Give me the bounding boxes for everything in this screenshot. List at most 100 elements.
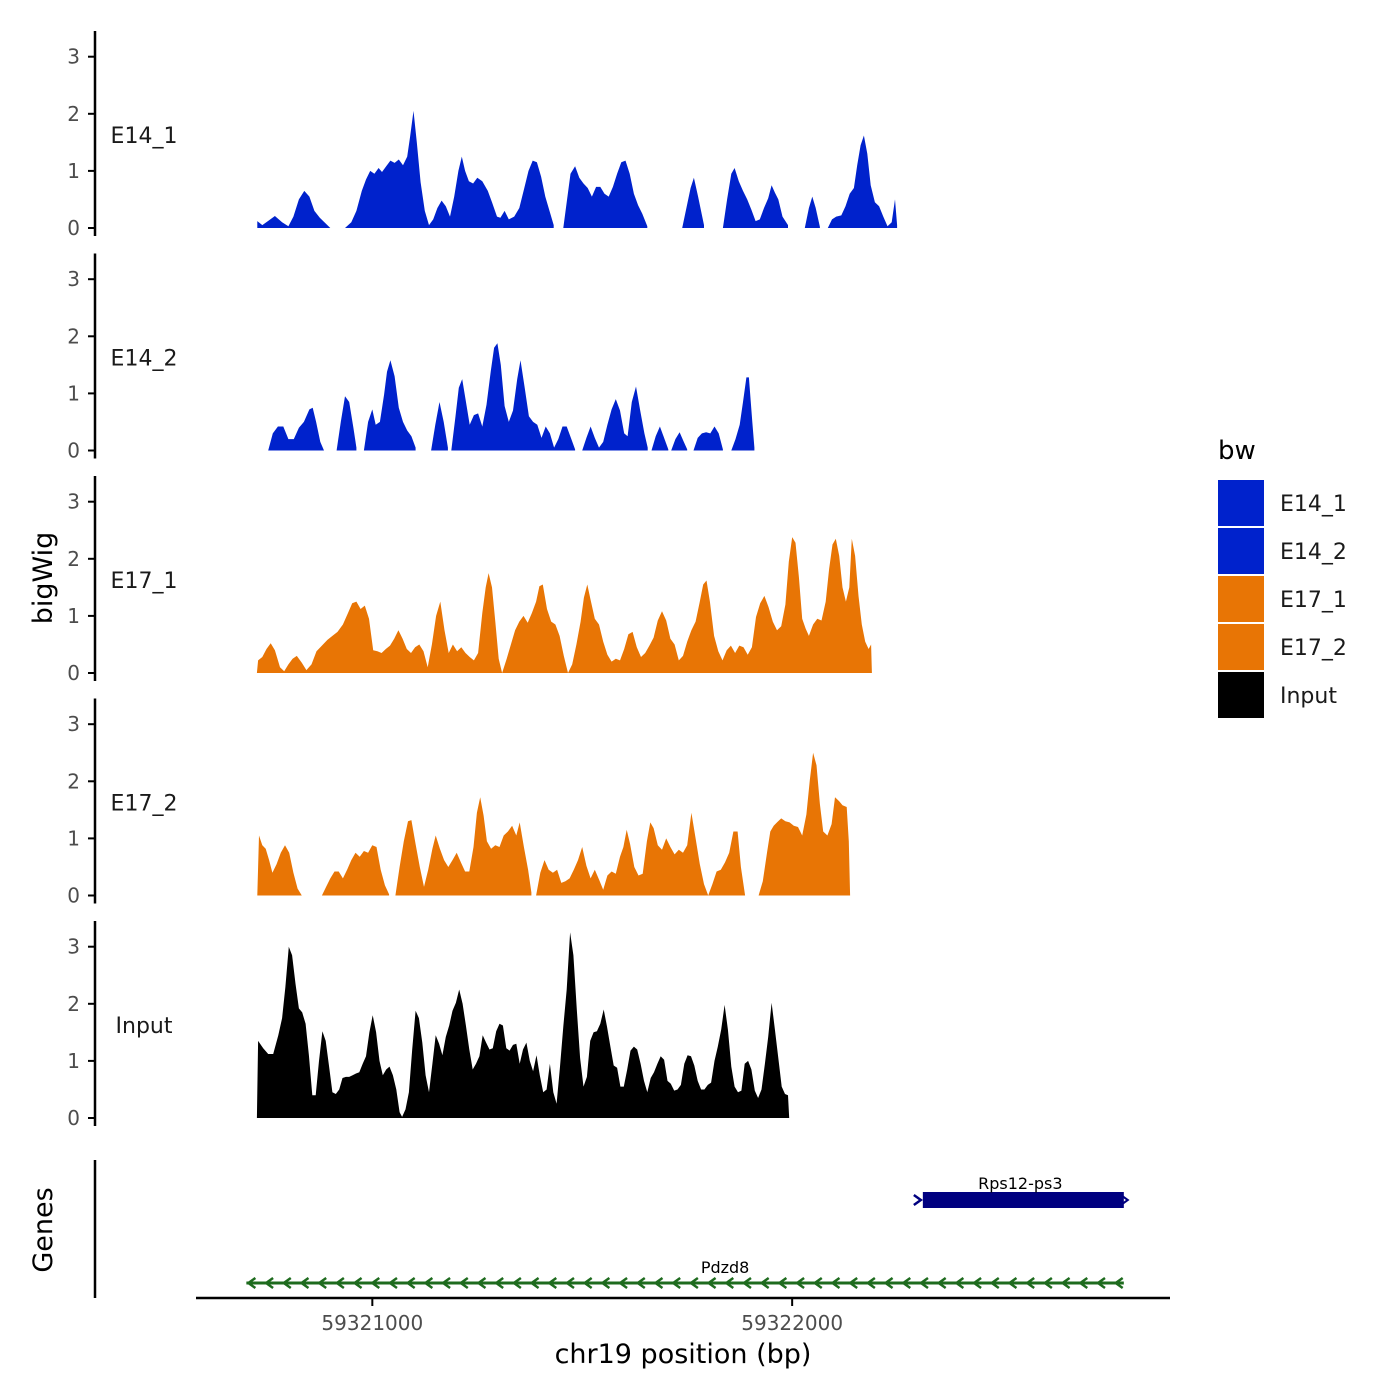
gene-strand-arrow-pdzd8 — [901, 1276, 912, 1290]
gene-label-rps12-ps3: Rps12-ps3 — [978, 1174, 1062, 1193]
coverage-area-e17-2 — [395, 797, 532, 896]
y-tick-label: 2 — [67, 324, 80, 348]
coverage-area-e17-2 — [321, 845, 390, 896]
gene-strand-arrow-pdzd8 — [706, 1276, 717, 1290]
y-tick-label: 0 — [67, 1106, 80, 1130]
legend-swatch-e17-1 — [1218, 576, 1264, 622]
gene-strand-arrow-pdzd8 — [777, 1276, 788, 1290]
y-tick-label: 3 — [67, 712, 80, 736]
coverage-area-e14-2 — [693, 426, 723, 451]
coverage-tracks: 0 1 2 3 E14_1 0 1 2 3 E14_2 0 1 2 3 E17_1 0 1 2 3 E17_2 0 1 2 3… — [67, 31, 898, 1130]
coverage-area-e17-2 — [536, 812, 746, 896]
track-input: 0 1 2 3 Input — [67, 921, 790, 1130]
coverage-area-e14-2 — [582, 386, 648, 451]
legend: bw E14_1 E14_2 E17_1 E17_2 Input — [1218, 436, 1347, 718]
gene-strand-arrow-pdzd8 — [582, 1276, 593, 1290]
gene-strand-arrow-pdzd8 — [600, 1276, 611, 1290]
gene-strand-arrow-pdzd8 — [246, 1276, 257, 1290]
gene-strand-arrow-pdzd8 — [671, 1276, 681, 1290]
gene-label-pdzd8: Pdzd8 — [701, 1258, 750, 1277]
y-tick-label: 2 — [67, 547, 80, 571]
x-axis-title: chr19 position (bp) — [555, 1339, 812, 1370]
gene-strand-arrow-pdzd8 — [564, 1276, 575, 1290]
coverage-area-e14-1 — [345, 110, 554, 228]
coverage-area-e14-1 — [804, 196, 820, 228]
gene-strand-arrow-pdzd8 — [281, 1276, 292, 1290]
gene-strand-arrow-pdzd8 — [653, 1276, 664, 1290]
track-label-e17-1: E17_1 — [111, 569, 178, 594]
y-tick-label: 1 — [67, 604, 80, 628]
x-tick-label: 59322000 — [741, 1311, 843, 1335]
track-e14-2: 0 1 2 3 E14_2 — [67, 253, 755, 463]
genes-axis-title: Genes — [28, 1187, 59, 1272]
y-tick-label: 0 — [67, 439, 80, 463]
gene-strand-arrow-pdzd8 — [1060, 1276, 1071, 1290]
track-e17-1: 0 1 2 3 E17_1 — [67, 476, 872, 685]
y-tick-label: 1 — [67, 1049, 80, 1073]
legend-label-input: Input — [1280, 684, 1337, 709]
y-tick-label: 0 — [67, 661, 80, 685]
track-label-e14-2: E14_2 — [111, 347, 178, 372]
gene-strand-arrow-pdzd8 — [1113, 1276, 1124, 1290]
gene-strand-arrow-pdzd8 — [688, 1276, 699, 1290]
gene-strand-arrow-pdzd8 — [352, 1276, 363, 1290]
gene-strand-arrow-pdzd8 — [989, 1276, 1000, 1290]
coverage-area-e17-2 — [758, 752, 851, 896]
gene-strand-arrow-pdzd8 — [1042, 1276, 1053, 1290]
y-tick-label: 3 — [67, 490, 80, 514]
coverage-area-e14-2 — [431, 402, 448, 451]
track-e14-1: 0 1 2 3 E14_1 — [67, 31, 898, 240]
gene-strand-arrow-pdzd8 — [830, 1276, 841, 1290]
y-tick-label: 1 — [67, 381, 80, 405]
gene-strand-arrow-pdzd8 — [405, 1276, 416, 1290]
legend-title: bw — [1218, 436, 1256, 466]
gene-strand-arrow-pdzd8 — [724, 1276, 735, 1290]
coverage-area-e14-1 — [827, 135, 898, 228]
gene-strand-arrow-pdzd8 — [918, 1276, 929, 1290]
gene-strand-arrow-pdzd8 — [529, 1276, 540, 1290]
gene-strand-arrow-pdzd8 — [954, 1276, 965, 1290]
gene-strand-arrow-rps12-ps3 — [1120, 1194, 1130, 1206]
gene-strand-arrow-pdzd8 — [547, 1276, 558, 1290]
track-label-input: Input — [116, 1014, 173, 1039]
gene-strand-arrow-pdzd8 — [883, 1276, 894, 1290]
gene-strand-arrow-pdzd8 — [617, 1276, 628, 1290]
gene-strand-arrow-pdzd8 — [741, 1276, 752, 1290]
coverage-area-e14-2 — [651, 426, 669, 451]
legend-label-e14-2: E14_2 — [1280, 540, 1347, 565]
coverage-area-e14-2 — [336, 396, 357, 451]
legend-label-e17-1: E17_1 — [1280, 588, 1347, 613]
coverage-area-e14-2 — [451, 343, 576, 451]
gene-strand-arrow-pdzd8 — [476, 1276, 487, 1290]
track-label-e17-2: E17_2 — [111, 792, 178, 817]
gene-strand-arrow-pdzd8 — [794, 1276, 805, 1290]
gene-strand-arrow-pdzd8 — [971, 1276, 982, 1290]
gene-strand-arrow-pdzd8 — [848, 1276, 858, 1290]
x-tick-label: 59321000 — [321, 1311, 423, 1335]
coverage-area-input — [256, 932, 790, 1118]
gene-strand-arrow-pdzd8 — [423, 1276, 434, 1290]
gene-strand-arrow-pdzd8 — [370, 1276, 381, 1290]
y-tick-label: 3 — [67, 267, 80, 291]
gene-strand-arrow-pdzd8 — [812, 1276, 823, 1290]
gene-strand-arrow-pdzd8 — [1095, 1276, 1106, 1290]
coverage-area-e17-2 — [257, 835, 302, 896]
gene-body-rps12-ps3 — [922, 1192, 1124, 1208]
y-tick-label: 2 — [67, 769, 80, 793]
y-tick-label: 2 — [67, 992, 80, 1016]
gene-strand-arrow-pdzd8 — [1007, 1276, 1018, 1290]
y-tick-label: 0 — [67, 216, 80, 240]
coverage-area-e14-2 — [363, 360, 416, 451]
track-e17-2: 0 1 2 3 E17_2 — [67, 698, 851, 908]
gene-strand-arrow-pdzd8 — [440, 1276, 451, 1290]
gene-strand-arrow-pdzd8 — [759, 1276, 770, 1290]
track-label-e14-1: E14_1 — [111, 124, 178, 149]
gene-strand-arrow-pdzd8 — [511, 1276, 522, 1290]
gene-strand-arrow-pdzd8 — [317, 1276, 327, 1290]
gene-strand-arrow-pdzd8 — [1025, 1276, 1035, 1290]
gene-strand-arrow-pdzd8 — [1078, 1276, 1089, 1290]
coverage-area-e14-1 — [563, 160, 648, 228]
y-axis-title: bigWig — [28, 532, 59, 625]
coverage-area-e14-2 — [671, 432, 688, 451]
